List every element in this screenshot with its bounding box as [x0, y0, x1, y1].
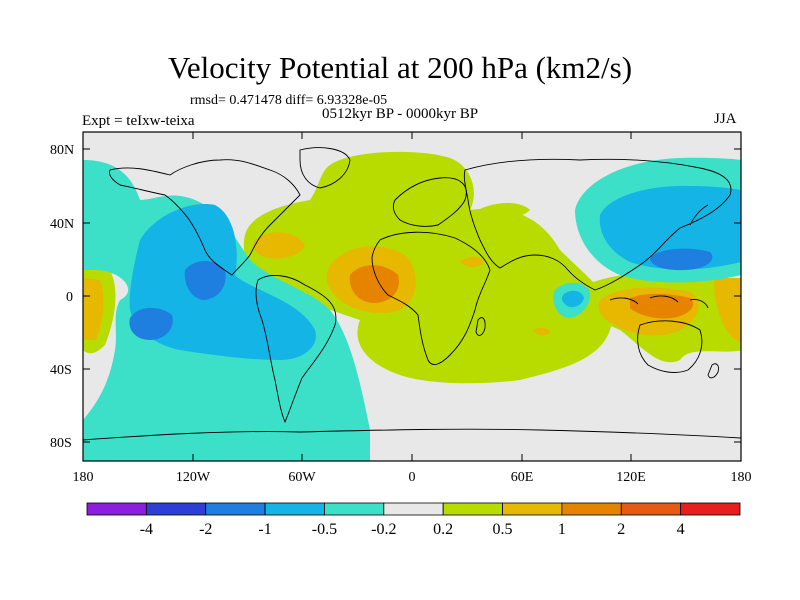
colorbar-box	[561, 502, 622, 516]
stats-text: rmsd= 0.471478 diff= 6.93328e-05	[190, 93, 388, 108]
x-axis	[82, 132, 742, 461]
stronger-positive-arabia	[460, 256, 484, 268]
stronger-negative-indian-ocean	[562, 290, 584, 308]
x-tick-label: 120E	[616, 470, 646, 485]
positive-region-atlantic-africa	[243, 151, 612, 384]
coastlines	[83, 147, 741, 441]
coastline-madagascar	[475, 317, 486, 336]
strongest-positive-indonesia	[630, 293, 694, 319]
colorbar-label: 0.2	[433, 521, 453, 538]
x-tick-label: 60E	[511, 470, 534, 485]
y-tick-label: 80S	[50, 436, 72, 451]
colorbar-box	[264, 502, 325, 516]
colorbar-label: -1	[258, 521, 271, 538]
coastline-asia	[463, 158, 732, 291]
colorbar-box	[680, 502, 741, 516]
coastline-greenland	[299, 147, 351, 189]
y-tick-label: 40N	[50, 217, 74, 232]
coastline-south-america	[255, 274, 337, 424]
experiment-label: Expt = teIxw-teixa	[82, 113, 195, 129]
coastline-antarctica	[83, 428, 741, 441]
x-tick-label: 0	[409, 470, 416, 485]
colorbar-label: -0.5	[312, 521, 337, 538]
y-tick-label: 0	[66, 290, 73, 305]
map-field	[83, 132, 741, 461]
colorbar-box	[205, 502, 266, 516]
coastline-japan	[689, 204, 709, 226]
y-tick-label: 80N	[50, 143, 74, 158]
strongest-negative-north-pacific	[650, 248, 713, 271]
colorbar	[86, 502, 741, 516]
stronger-negative-north-pacific	[599, 185, 741, 270]
colorbar-label: -2	[199, 521, 212, 538]
colorbar-labels: -4 -2 -1 -0.5 -0.2 0.2 0.5 1 2 4	[140, 521, 685, 538]
stronger-positive-far-east	[714, 278, 741, 344]
colorbar-label: 2	[617, 521, 625, 538]
colorbar-label: 1	[558, 521, 566, 538]
colorbar-box	[324, 502, 385, 516]
y-tick-label: 40S	[50, 363, 72, 378]
colorbar-box	[383, 502, 444, 516]
positive-region-north-atlantic	[470, 203, 530, 220]
x-tick-label: 120W	[176, 470, 211, 485]
coastline-north-america	[109, 159, 301, 276]
y-axis	[83, 148, 741, 443]
colorbar-box	[442, 502, 503, 516]
coastline-europe	[392, 177, 467, 227]
stronger-positive-east-pacific	[83, 278, 104, 340]
coastline-indonesia	[609, 295, 709, 309]
coastline-africa	[371, 231, 491, 366]
period-label: 0512kyr BP - 0000kyr BP	[322, 106, 479, 122]
strongest-negative-east-pacific-south	[129, 307, 173, 340]
x-tick-label: 180	[731, 470, 752, 485]
colorbar-box	[620, 502, 682, 516]
colorbar-box	[86, 502, 147, 516]
colorbar-box	[145, 502, 207, 516]
coastline-new-zealand	[707, 363, 719, 379]
x-tick-label: 180	[73, 470, 94, 485]
coastline-australia	[637, 320, 703, 373]
season-label: JJA	[714, 111, 737, 127]
colorbar-label: -0.2	[371, 521, 396, 538]
colorbar-box	[502, 502, 563, 516]
stronger-positive-caribbean	[253, 232, 305, 259]
x-tick-label: 60W	[288, 470, 316, 485]
map-title: Velocity Potential at 200 hPa (km2/s)	[167, 50, 633, 85]
colorbar-label: -4	[140, 521, 153, 538]
colorbar-label: 0.5	[493, 521, 513, 538]
colorbar-label: 4	[677, 521, 685, 538]
strongest-negative-east-pacific-north	[184, 261, 226, 300]
stronger-positive-indian-ocean	[533, 327, 550, 336]
